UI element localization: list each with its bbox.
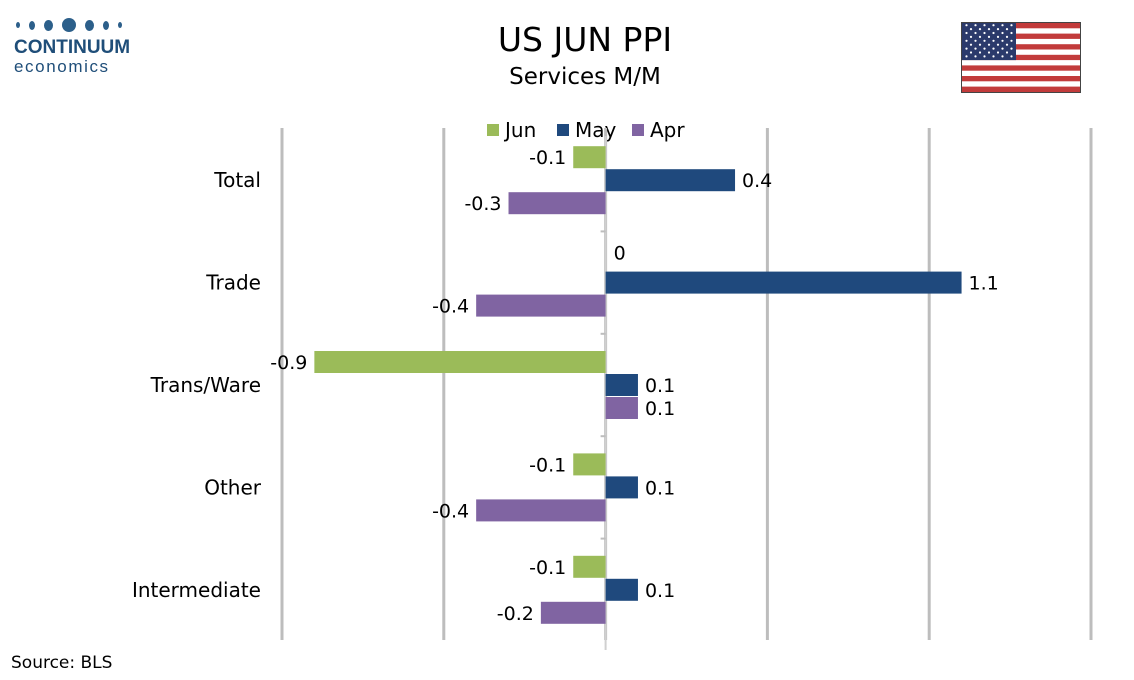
legend-label-apr: Apr bbox=[650, 118, 685, 142]
logo-wordmark-continuum: CONTINUUM bbox=[14, 37, 131, 58]
category-label: Trans/Ware bbox=[150, 373, 261, 397]
chart-subtitle: Services M/M bbox=[509, 64, 661, 90]
us-flag-icon bbox=[961, 22, 1081, 93]
chart-legend: Jun May Apr bbox=[0, 117, 1134, 143]
category-label: Total bbox=[213, 168, 261, 192]
legend-item-may: May bbox=[557, 117, 616, 143]
legend-swatch-may bbox=[557, 124, 569, 136]
bar-may bbox=[605, 271, 962, 294]
data-label: 0.1 bbox=[645, 580, 675, 602]
bar-apr bbox=[540, 601, 606, 624]
category-label: Trade bbox=[205, 271, 261, 295]
bar-may bbox=[605, 578, 638, 601]
bar-apr bbox=[476, 499, 606, 522]
data-label: -0.2 bbox=[497, 603, 534, 625]
bar-may bbox=[605, 169, 736, 192]
logo-wordmark-economics: economics bbox=[14, 57, 110, 76]
bar-jun bbox=[573, 453, 606, 476]
data-label: -0.1 bbox=[529, 147, 566, 169]
data-label: 0 bbox=[614, 243, 626, 265]
data-label: 0.4 bbox=[742, 170, 772, 192]
data-label: -0.1 bbox=[529, 454, 566, 476]
legend-label-jun: Jun bbox=[505, 118, 537, 142]
logo-dots-icon bbox=[16, 14, 134, 36]
data-label: 0.1 bbox=[645, 375, 675, 397]
legend-swatch-apr bbox=[632, 124, 644, 136]
continuum-logo: CONTINUUM economics bbox=[14, 14, 134, 76]
bar-apr bbox=[476, 294, 606, 317]
bar-jun bbox=[314, 351, 606, 373]
chart-title: US JUN PPI bbox=[497, 20, 673, 59]
category-label: Intermediate bbox=[132, 578, 261, 602]
data-label: -0.9 bbox=[270, 352, 307, 374]
bar-jun bbox=[573, 146, 606, 169]
bar-may bbox=[605, 476, 638, 499]
data-label: 1.1 bbox=[969, 273, 999, 295]
data-label: 0.1 bbox=[645, 398, 675, 420]
data-label: -0.4 bbox=[432, 296, 469, 318]
bar-apr bbox=[605, 397, 638, 419]
bar-jun bbox=[573, 555, 606, 578]
source-note: Source: BLS bbox=[11, 653, 113, 673]
legend-label-may: May bbox=[575, 118, 617, 142]
data-label: -0.1 bbox=[529, 557, 566, 579]
legend-item-apr: Apr bbox=[632, 117, 685, 143]
data-label: -0.4 bbox=[432, 500, 469, 522]
bar-may bbox=[605, 374, 638, 396]
bar-apr bbox=[508, 192, 606, 215]
legend-swatch-jun bbox=[487, 124, 499, 136]
legend-item-jun: Jun bbox=[487, 117, 536, 143]
data-label: -0.3 bbox=[464, 193, 501, 215]
category-label: Other bbox=[204, 475, 262, 499]
data-label: 0.1 bbox=[645, 477, 675, 499]
